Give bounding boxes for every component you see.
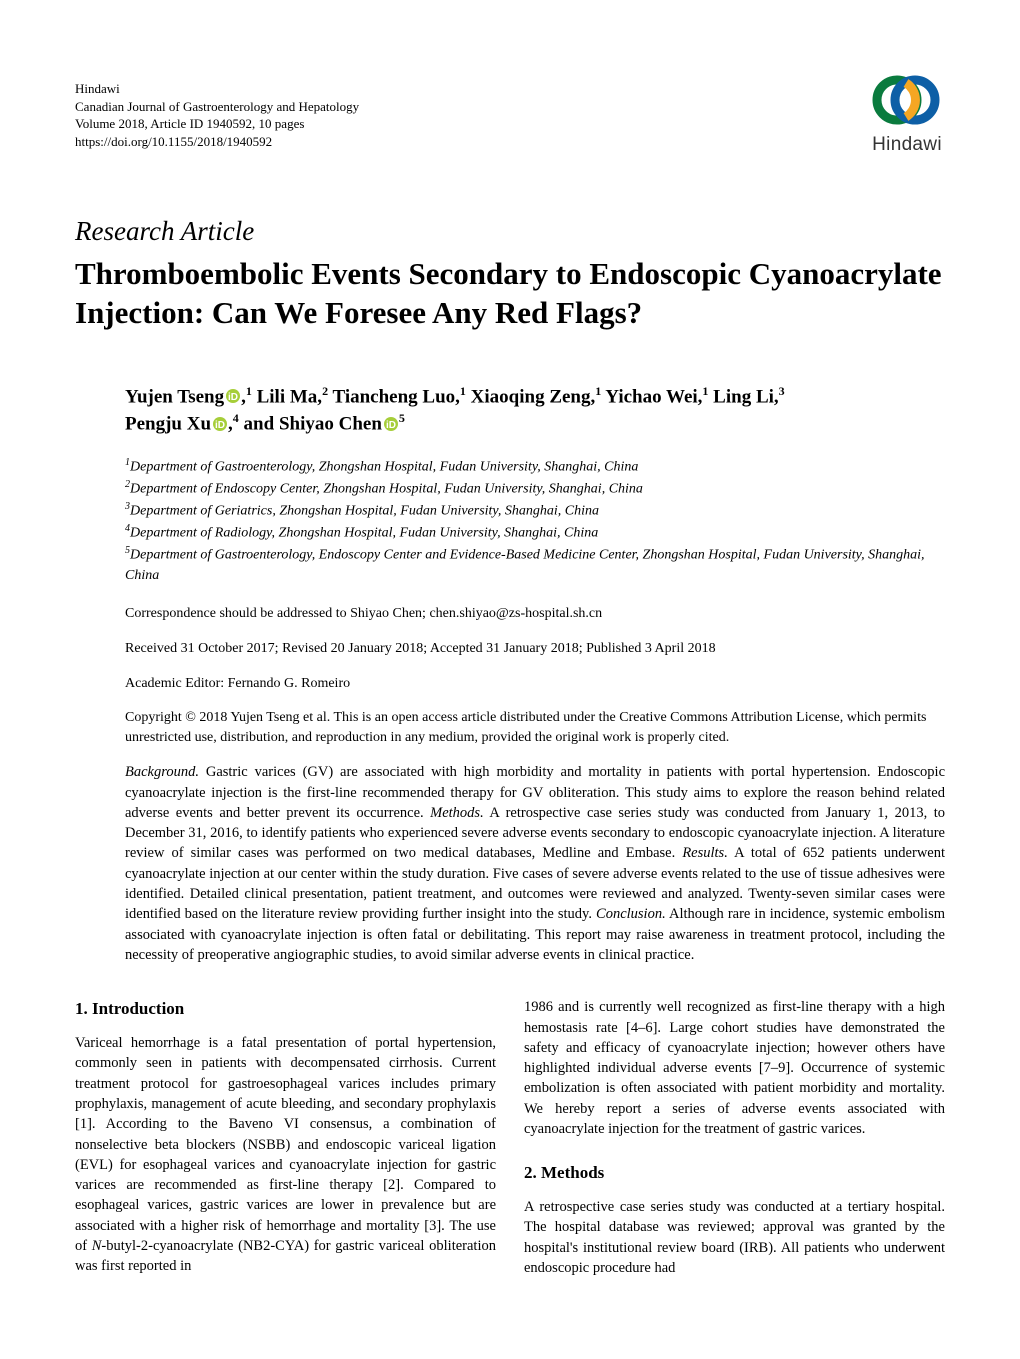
article-type: Research Article	[75, 216, 945, 247]
author-name: Shiyao Chen	[279, 414, 382, 435]
affiliation-ref: 1	[702, 384, 708, 398]
author-list: Yujen TsengiD,1 Lili Ma,2 Tiancheng Luo,…	[125, 383, 945, 439]
orcid-icon[interactable]: iD	[226, 384, 240, 398]
page: Hindawi Canadian Journal of Gastroentero…	[0, 0, 1020, 1338]
affiliation-item: 1Department of Gastroenterology, Zhongsh…	[125, 456, 945, 478]
affiliation-ref: 1	[460, 384, 466, 398]
body-columns: 1. Introduction Variceal hemorrhage is a…	[75, 997, 945, 1278]
author-and: and	[244, 414, 279, 435]
italic-text: N	[92, 1238, 102, 1254]
abstract: Background. Gastric varices (GV) are ass…	[125, 762, 945, 965]
body-paragraph: 1986 and is currently well recognized as…	[524, 997, 945, 1139]
affiliation-item: 3Department of Geriatrics, Zhongshan Hos…	[125, 500, 945, 522]
author-name: Yujen Tseng	[125, 386, 224, 407]
svg-text:iD: iD	[386, 420, 396, 431]
header-row: Hindawi Canadian Journal of Gastroentero…	[75, 80, 945, 156]
affiliation-ref: 3	[779, 384, 785, 398]
author-name: Yichao Wei,	[605, 386, 702, 407]
svg-text:iD: iD	[215, 420, 225, 431]
article-title: Thromboembolic Events Secondary to Endos…	[75, 255, 945, 333]
copyright-notice: Copyright © 2018 Yujen Tseng et al. This…	[125, 708, 945, 747]
abstract-results-label: Results.	[682, 845, 728, 861]
author-name: Pengju Xu	[125, 414, 211, 435]
abstract-conclusion-label: Conclusion.	[596, 906, 666, 922]
doi-link[interactable]: https://doi.org/10.1155/2018/1940592	[75, 133, 359, 151]
author-name: Ling Li,	[713, 386, 778, 407]
left-column: 1. Introduction Variceal hemorrhage is a…	[75, 997, 496, 1278]
affiliation-ref: 1	[246, 384, 252, 398]
publication-info: Hindawi Canadian Journal of Gastroentero…	[75, 80, 359, 150]
author-name: Tiancheng Luo,	[332, 386, 459, 407]
section-heading-introduction: 1. Introduction	[75, 997, 496, 1021]
orcid-icon[interactable]: iD	[384, 412, 398, 426]
article-dates: Received 31 October 2017; Revised 20 Jan…	[125, 639, 945, 659]
author-name: Lili Ma,	[257, 386, 322, 407]
abstract-methods-label: Methods.	[430, 805, 484, 821]
author-name: Xiaoqing Zeng,	[471, 386, 596, 407]
volume-line: Volume 2018, Article ID 1940592, 10 page…	[75, 115, 359, 133]
correspondence: Correspondence should be addressed to Sh…	[125, 604, 945, 624]
academic-editor: Academic Editor: Fernando G. Romeiro	[125, 674, 945, 694]
body-paragraph: A retrospective case series study was co…	[524, 1197, 945, 1278]
logo-text: Hindawi	[869, 134, 945, 156]
affiliation-ref: 1	[595, 384, 601, 398]
body-paragraph: Variceal hemorrhage is a fatal presentat…	[75, 1033, 496, 1277]
publisher-logo: Hindawi	[869, 72, 945, 156]
svg-text:iD: iD	[228, 392, 238, 403]
right-column: 1986 and is currently well recognized as…	[524, 997, 945, 1278]
affiliation-item: 5Department of Gastroenterology, Endosco…	[125, 544, 945, 586]
hindawi-logo-icon	[869, 72, 945, 130]
affiliation-item: 4Department of Radiology, Zhongshan Hosp…	[125, 522, 945, 544]
section-heading-methods: 2. Methods	[524, 1161, 945, 1185]
affiliation-item: 2Department of Endoscopy Center, Zhongsh…	[125, 478, 945, 500]
affiliations: 1Department of Gastroenterology, Zhongsh…	[125, 456, 945, 586]
affiliation-ref: 4	[233, 411, 239, 425]
affiliation-ref: 2	[322, 384, 328, 398]
orcid-icon[interactable]: iD	[213, 412, 227, 426]
publisher: Hindawi	[75, 80, 359, 98]
abstract-background-label: Background.	[125, 764, 199, 780]
journal-name: Canadian Journal of Gastroenterology and…	[75, 98, 359, 116]
affiliation-ref: 5	[399, 411, 405, 425]
